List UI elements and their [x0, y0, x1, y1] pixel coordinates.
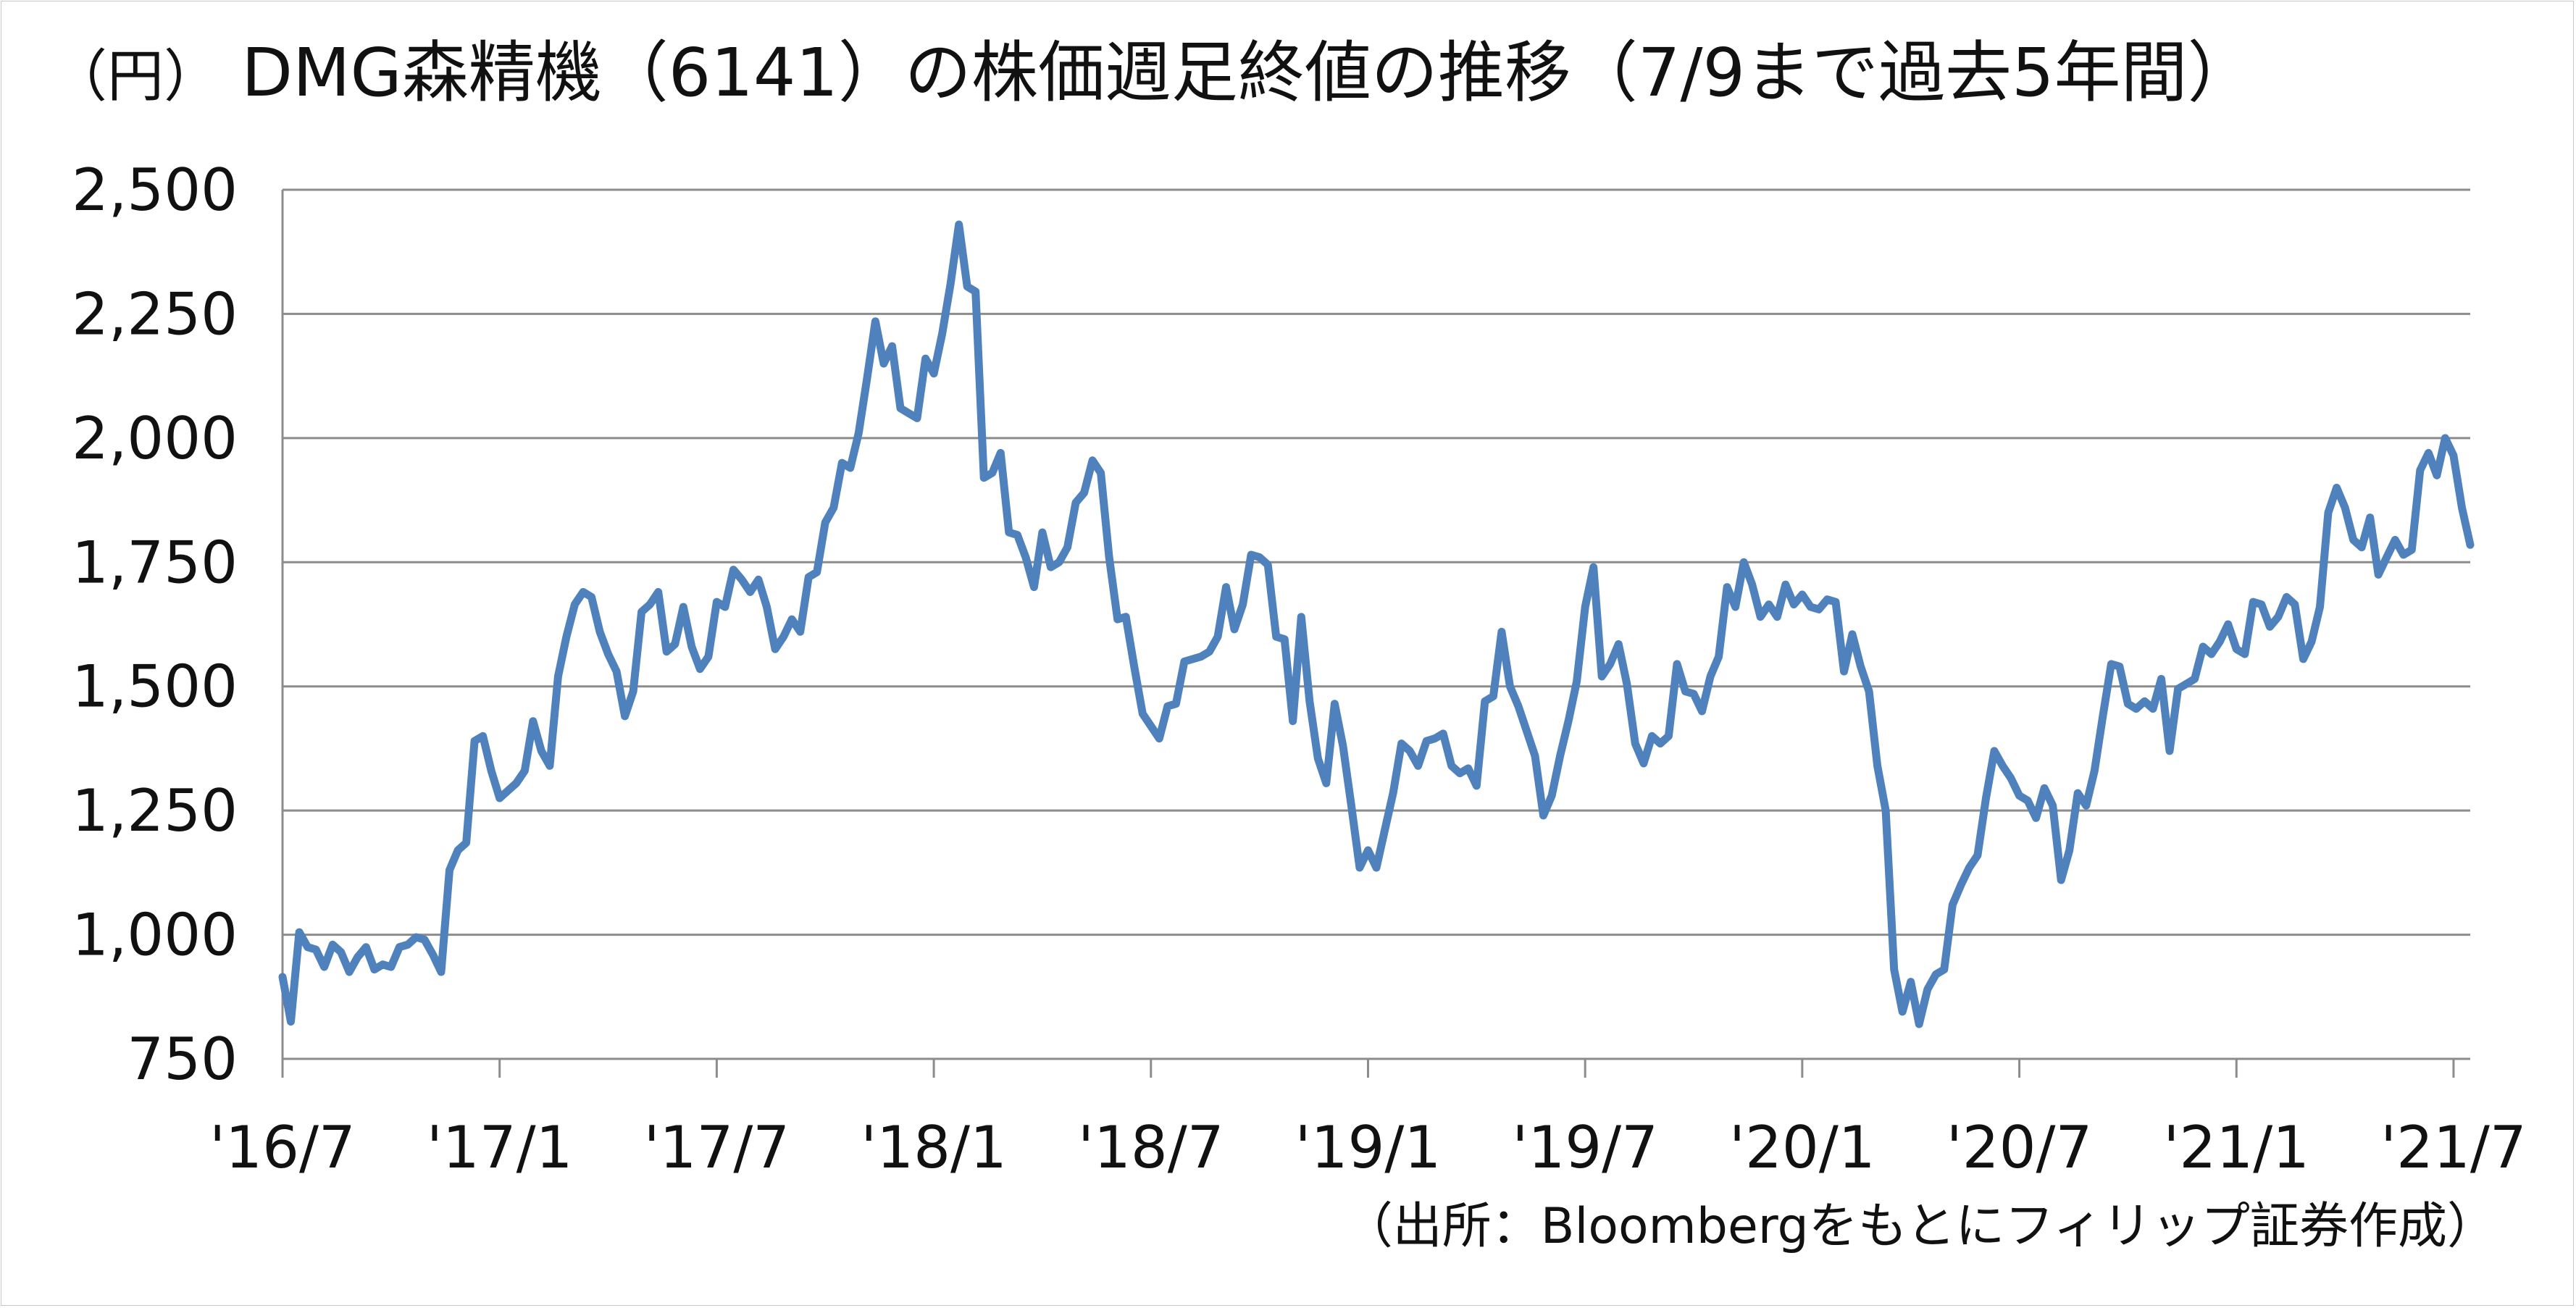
axes [281, 190, 2470, 1078]
x-tick-label-3: '18/1 [861, 1114, 1007, 1181]
y-tick-label-1500: 1,500 [72, 653, 238, 721]
x-tick-label-5: '19/1 [1295, 1114, 1442, 1181]
chart-title-row: （円） DMG森精機（6141）の株価週足終値の推移（7/9まで過去5年間） [51, 40, 2254, 106]
y-tick-label-1000: 1,000 [72, 902, 238, 969]
x-tick-label-2: '17/7 [644, 1114, 790, 1181]
y-tick-label-1250: 1,250 [72, 777, 238, 844]
x-tick-label-7: '20/1 [1729, 1114, 1875, 1181]
series-layer [278, 220, 2475, 1028]
y-axis-tick-labels: 750 1,000 1,250 1,500 1,750 2,000 2,250 2,500 [72, 156, 238, 1093]
x-tick-label-10: '21/7 [2380, 1114, 2527, 1181]
x-tick-label-0: '16/7 [209, 1114, 356, 1181]
x-axis-tick-labels: '16/7 '17/1 '17/7 '18/1 '18/7 '19/1 '19/7 '20/1… [209, 1114, 2527, 1181]
y-axis-unit-label: （円） [51, 44, 221, 109]
y-tick-label-2250: 2,250 [72, 280, 238, 348]
y-tick-label-2000: 2,000 [72, 405, 238, 472]
series-line-stock-price [278, 220, 2475, 1028]
source-note: （出所：Bloombergをもとにフィリップ証券作成） [1343, 1198, 2496, 1255]
y-tick-label-2500: 2,500 [72, 156, 238, 224]
x-tick-label-1: '17/1 [427, 1114, 573, 1181]
x-tick-label-4: '18/7 [1078, 1114, 1224, 1181]
chart-title: DMG森精機（6141）の株価週足終値の推移（7/9まで過去5年間） [241, 34, 2254, 112]
x-tick-label-8: '20/7 [1946, 1114, 2093, 1181]
gridlines [283, 188, 2470, 936]
y-tick-label-1750: 1,750 [72, 529, 238, 596]
x-tick-label-6: '19/7 [1512, 1114, 1658, 1181]
y-tick-label-750: 750 [127, 1026, 238, 1093]
x-tick-label-9: '21/1 [2163, 1114, 2309, 1181]
